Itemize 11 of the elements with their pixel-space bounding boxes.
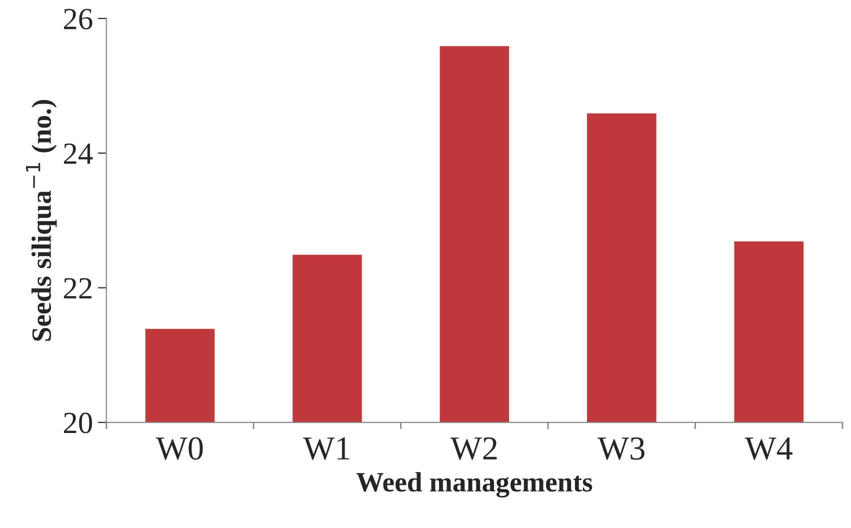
y-tick-label: 20 [64,412,92,434]
y-axis-title: Seeds siliqua$^{−1}$ (no.) [26,100,57,341]
x-tick-label: W3 [598,437,644,460]
x-tick-label: W1 [303,437,350,460]
x-tick-label: W2 [450,437,497,460]
x-tick-label: W0 [156,437,203,460]
x-tick-label: W4 [744,437,792,460]
y-tick-label: 26 [64,8,92,30]
y-tick-label: 22 [64,278,92,298]
x-axis-title: Weed managements [356,472,592,498]
y-tick-label: 24 [64,143,93,164]
